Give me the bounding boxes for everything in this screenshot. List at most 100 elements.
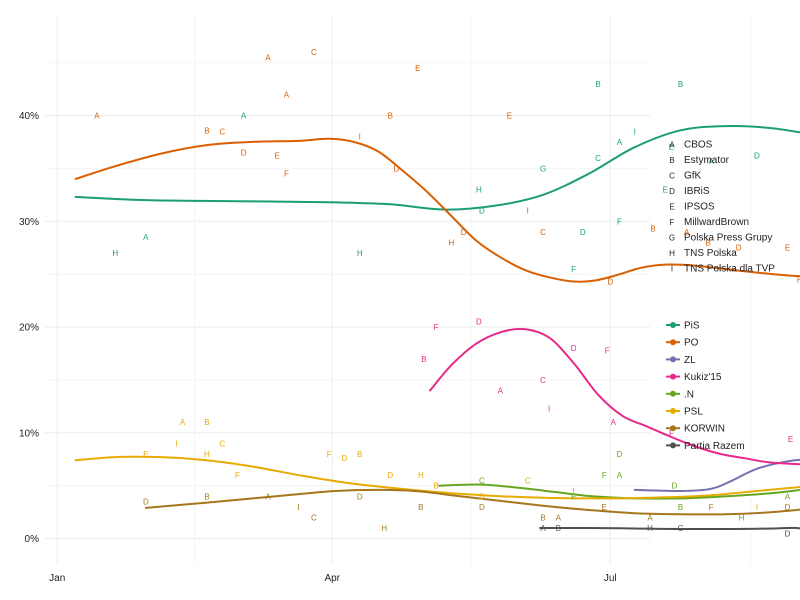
poll-point: F: [235, 471, 240, 480]
poll-point: A: [617, 471, 623, 480]
poll-point: H: [204, 450, 210, 459]
legend-party-name: KORWIN: [684, 424, 725, 435]
poll-point: H: [381, 524, 387, 533]
poll-point: A: [241, 111, 247, 120]
poll-point: H: [476, 186, 482, 195]
poll-point: D: [479, 207, 485, 216]
poll-point: B: [421, 355, 426, 364]
legend-pollster-name: Polska Press Grupy: [684, 233, 772, 244]
poll-point: D: [754, 152, 760, 161]
poll-point: D: [461, 228, 467, 237]
poll-point: I: [527, 207, 529, 216]
legend-dot: [670, 373, 676, 380]
trend-line-zl: [633, 458, 800, 493]
poll-point: D: [387, 471, 393, 480]
legend-party-name: PSL: [684, 407, 703, 418]
legend-pollster-code: C: [669, 172, 675, 181]
poll-points: AABBCDDEFGHADEHGCAHAHIIEFGABCACAEEBIDFED…: [94, 48, 800, 538]
y-tick-label: 10%: [19, 428, 39, 439]
legend-party-name: PO: [684, 338, 699, 349]
poll-point: E: [275, 152, 280, 161]
poll-point: B: [204, 492, 209, 501]
poll-point: D: [342, 454, 348, 463]
trend-line-kukiz-15: [429, 327, 800, 466]
poll-point: D: [672, 482, 678, 491]
poll-point: A: [180, 418, 186, 427]
poll-point: D: [143, 498, 149, 507]
poll-point: B: [705, 238, 710, 247]
poll-point: C: [540, 228, 546, 237]
legend-pollster-code: H: [669, 249, 675, 258]
poll-point: D: [479, 492, 485, 501]
poll-point: D: [479, 503, 485, 512]
legend-pollster-name: Estymator: [684, 155, 730, 166]
legend-pollster-name: IPSOS: [684, 202, 715, 213]
poll-point: C: [678, 524, 684, 533]
y-tick-label: 20%: [19, 323, 39, 334]
trend-line-pis: [74, 125, 800, 211]
poll-point: B: [357, 450, 362, 459]
poll-point: D: [785, 503, 791, 512]
trend-line-partia-razem: [539, 526, 800, 531]
axes: 0%10%20%30%40%JanAprJulOct: [19, 111, 617, 584]
poll-point: A: [284, 90, 290, 99]
poll-point: B: [418, 503, 423, 512]
poll-point: I: [175, 439, 177, 448]
poll-point: I: [297, 503, 299, 512]
poll-point: E: [788, 435, 793, 444]
x-tick-label: Jan: [49, 573, 65, 584]
poll-point: B: [678, 80, 683, 89]
poll-point: D: [617, 450, 623, 459]
poll-point: A: [143, 233, 149, 242]
legend-pollster-name: MillwardBrown: [684, 217, 749, 228]
legend-dot: [670, 339, 676, 346]
poll-point: C: [479, 476, 485, 485]
legend-dot: [670, 322, 676, 328]
grid: [45, 15, 752, 565]
poll-point: B: [678, 503, 683, 512]
poll-point: E: [785, 244, 790, 253]
legend-party-name: .N: [684, 389, 694, 400]
poll-point: F: [327, 450, 332, 459]
poll-point: A: [785, 492, 791, 501]
poll-point: H: [357, 249, 363, 258]
legend-party-name: PiS: [684, 321, 700, 332]
poll-point: I: [359, 133, 361, 142]
legend-parties: PiS PO ZL Kukiz'15 .N PSL KORWIN Partia Razem: [666, 321, 745, 452]
poll-point: E: [507, 111, 512, 120]
trend-line--n: [438, 483, 800, 500]
poll-point: F: [602, 471, 607, 480]
poll-point: F: [571, 492, 576, 501]
poll-point: A: [498, 386, 504, 395]
legend-pollster-code: E: [669, 203, 674, 212]
poll-point: I: [572, 487, 574, 496]
poll-point: I: [634, 127, 636, 136]
y-tick-label: 40%: [19, 111, 39, 122]
legend-pollster-code: I: [671, 265, 673, 274]
poll-point: D: [357, 492, 363, 501]
poll-point: I: [548, 404, 550, 413]
poll-point: H: [647, 524, 653, 533]
trend-line-korwin: [144, 488, 800, 516]
poll-point: E: [143, 450, 148, 459]
poll-point: A: [540, 524, 546, 533]
legend-dot: [670, 408, 676, 414]
legend-pollster-code: F: [670, 218, 675, 227]
poll-point: D: [785, 529, 791, 538]
poll-point: A: [708, 157, 714, 166]
poll-point: A: [647, 513, 653, 522]
poll-point: F: [669, 429, 674, 438]
poll-point: D: [393, 164, 399, 173]
poll-point: I: [756, 503, 758, 512]
poll-point: C: [595, 154, 601, 163]
poll-point: E: [601, 503, 606, 512]
poll-point: D: [476, 318, 482, 327]
legend-pollsters: A CBOS B Estymator C GfK D IBRiS E IPSOS F Millward…: [669, 140, 775, 275]
poll-point: G: [540, 164, 546, 173]
poll-point: D: [736, 244, 742, 253]
poll-point: F: [571, 265, 576, 274]
poll-point: B: [388, 111, 393, 120]
poll-point: B: [433, 482, 438, 491]
legend-party-name: Kukiz'15: [684, 372, 722, 383]
